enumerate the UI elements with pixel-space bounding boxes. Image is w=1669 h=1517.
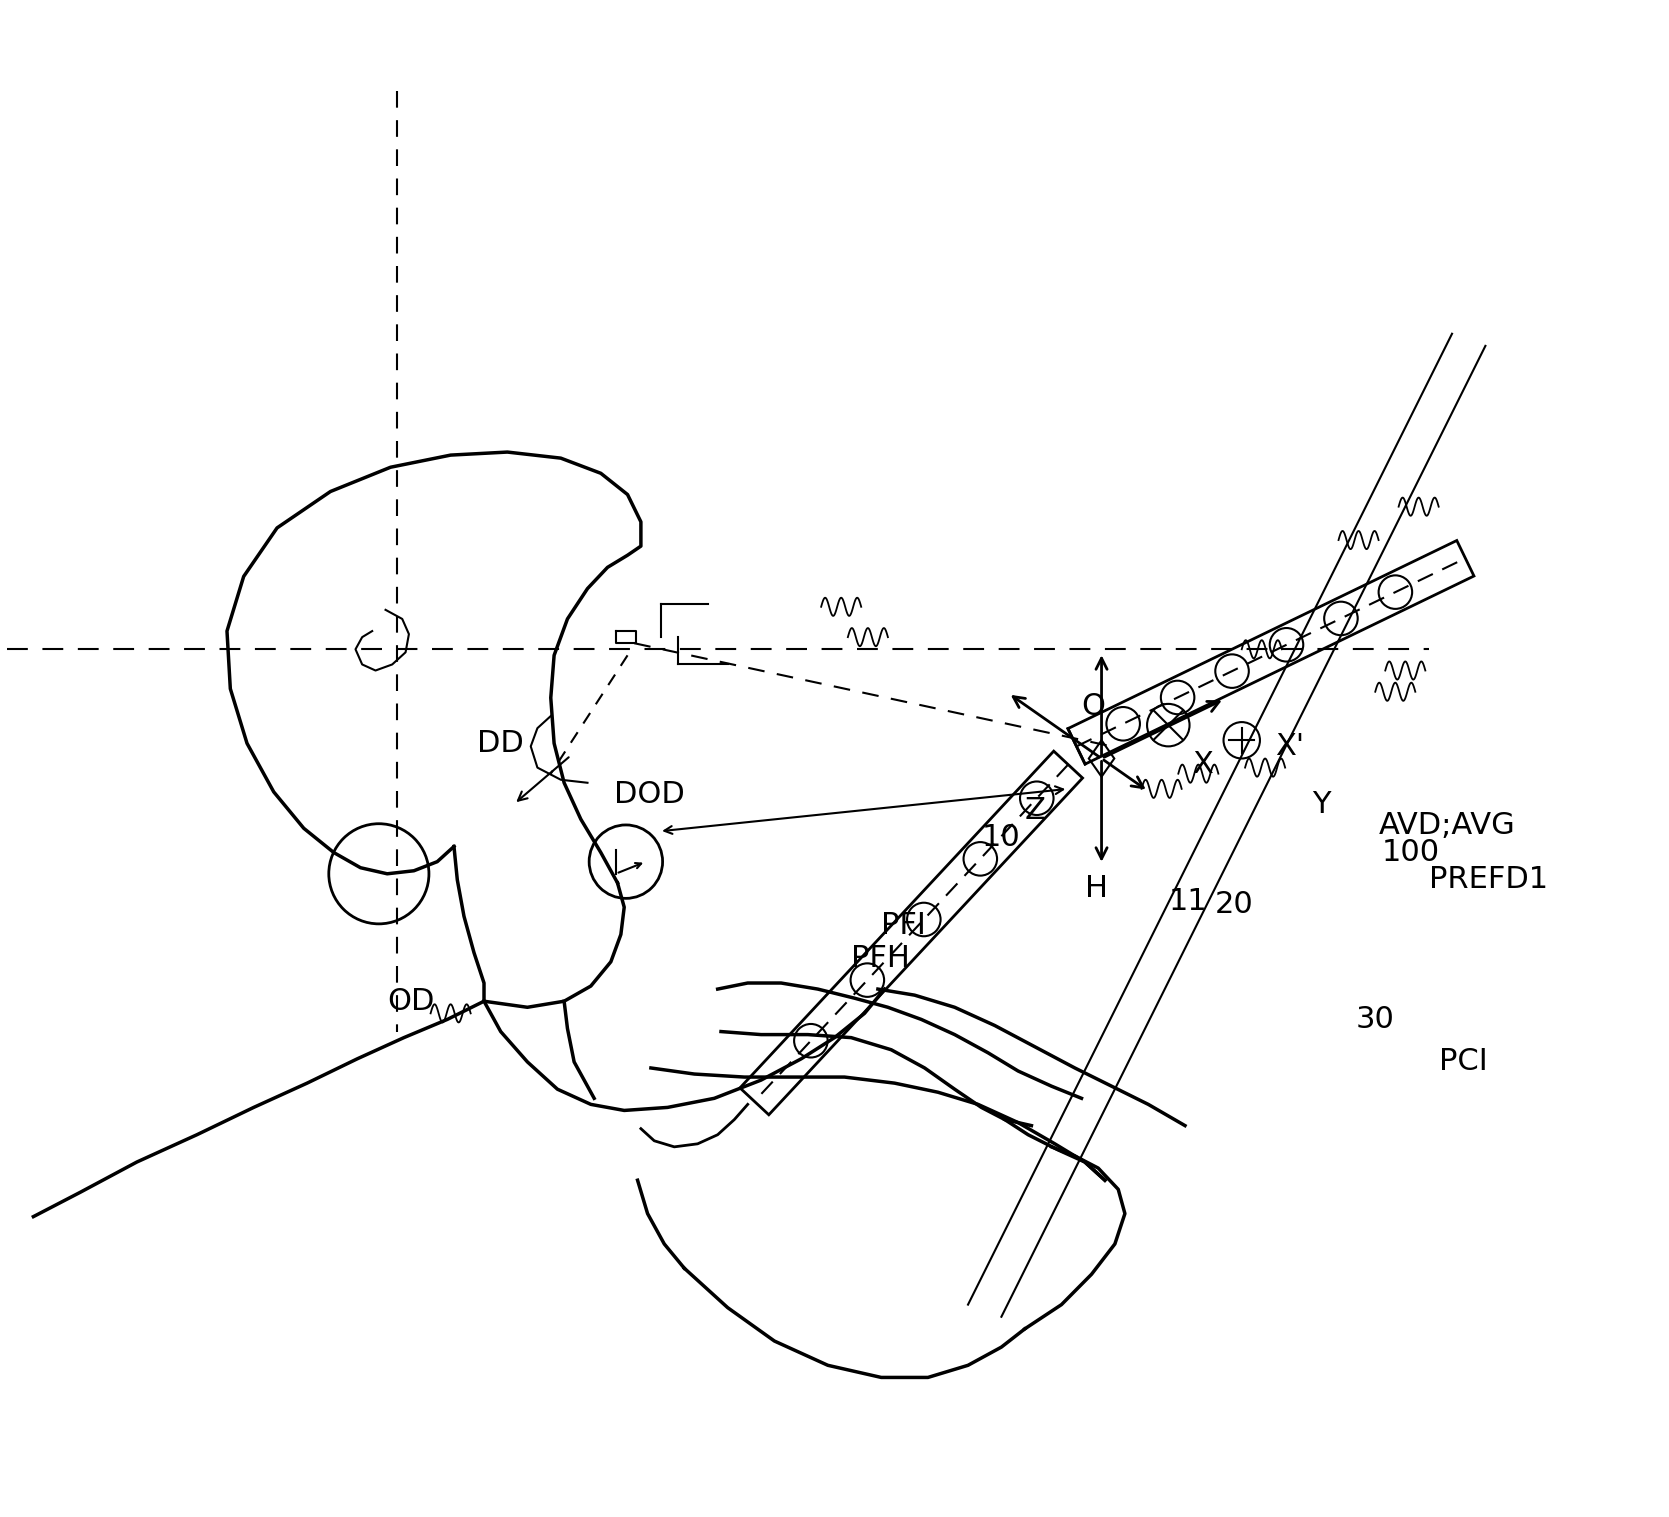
Text: Z: Z — [1025, 795, 1046, 825]
Text: O: O — [1082, 692, 1105, 722]
Text: PFI: PFI — [881, 910, 926, 941]
Text: PCI: PCI — [1439, 1047, 1487, 1077]
Text: X: X — [1192, 749, 1213, 780]
Text: H: H — [1085, 874, 1108, 904]
Text: OD: OD — [387, 986, 434, 1016]
Text: DD: DD — [477, 728, 524, 758]
Text: DOD: DOD — [614, 780, 684, 810]
Text: AVD;AVG: AVD;AVG — [1379, 810, 1515, 840]
Text: 100: 100 — [1382, 837, 1440, 868]
Text: 10: 10 — [981, 822, 1020, 853]
Text: Y: Y — [1312, 789, 1330, 819]
Text: 30: 30 — [1355, 1004, 1394, 1035]
Text: 11: 11 — [1168, 886, 1207, 916]
Text: X': X' — [1275, 731, 1303, 762]
Text: PREFD1: PREFD1 — [1429, 865, 1547, 895]
Text: PFH: PFH — [851, 944, 910, 974]
Text: 20: 20 — [1215, 889, 1253, 919]
